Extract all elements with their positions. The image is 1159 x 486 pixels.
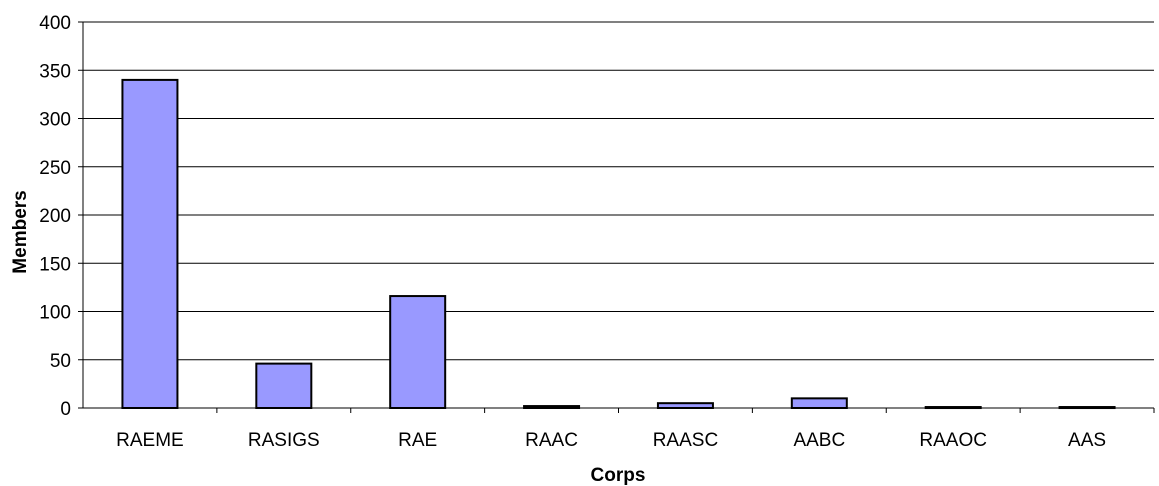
y-tick-labels: 0 50 100 150 200 250 300 350 400 bbox=[39, 13, 83, 420]
x-tick-label: RASIGS bbox=[248, 430, 320, 451]
bar-raeme bbox=[121, 78, 179, 410]
y-tick-label: 100 bbox=[39, 303, 71, 324]
x-tick-label: RAEME bbox=[116, 430, 184, 451]
y-tick-label: 350 bbox=[39, 61, 71, 82]
y-tick-label: 200 bbox=[39, 206, 71, 227]
x-tick-label: AABC bbox=[793, 430, 845, 451]
y-tick-label: 150 bbox=[39, 254, 71, 275]
bar-rae bbox=[389, 295, 447, 409]
y-tick-label: 400 bbox=[39, 13, 71, 34]
y-axis-title: Members bbox=[10, 190, 31, 273]
x-axis-title: Corps bbox=[591, 465, 646, 486]
bar-rasigs bbox=[255, 362, 313, 409]
gridlines bbox=[83, 21, 1154, 361]
y-tick-label: 0 bbox=[60, 399, 71, 420]
x-tick-label: RAAC bbox=[525, 430, 578, 451]
x-tick-label: AAS bbox=[1068, 430, 1106, 451]
x-tick-label: RAASC bbox=[653, 430, 718, 451]
x-tick-label: RAAOC bbox=[919, 430, 987, 451]
y-tick-label: 250 bbox=[39, 158, 71, 179]
x-tick-labels: RAEME RASIGS RAE RAAC RAASC AABC RAAOC AAS bbox=[116, 408, 1155, 451]
y-tick-label: 50 bbox=[50, 351, 71, 372]
bar-aabc bbox=[790, 397, 848, 410]
x-tick-label: RAE bbox=[398, 430, 437, 451]
bar-raasc bbox=[656, 402, 714, 409]
y-tick-label: 300 bbox=[39, 110, 71, 131]
bars bbox=[121, 78, 1116, 410]
